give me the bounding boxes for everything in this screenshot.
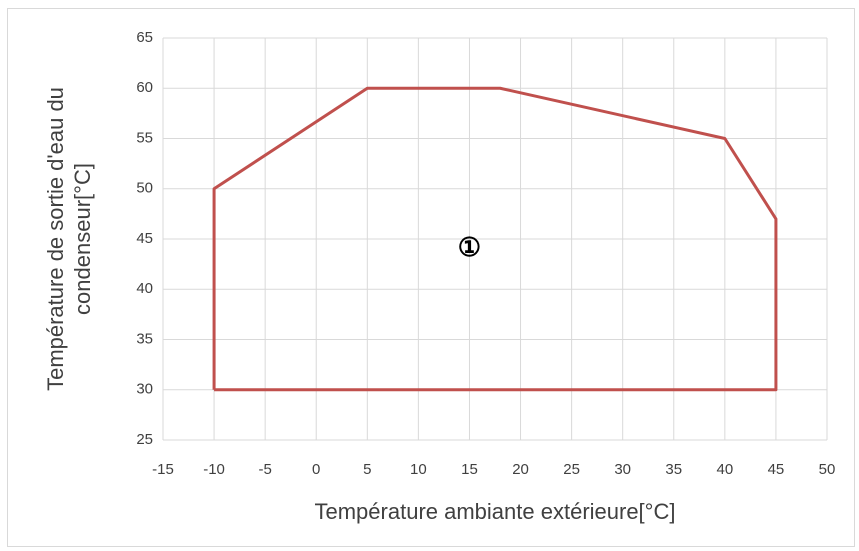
x-tick-label: 35: [665, 461, 682, 478]
y-tick-label: 65: [136, 29, 153, 46]
x-axis-label: Température ambiante extérieure[°C]: [315, 499, 676, 524]
x-tick-label: -10: [203, 461, 225, 478]
chart-border: [7, 8, 855, 547]
x-tick-label: 50: [819, 461, 836, 478]
y-axis-label-line: condenseur[°C]: [70, 163, 95, 315]
y-tick-label: 30: [136, 381, 153, 398]
x-tick-label: 25: [563, 461, 580, 478]
y-tick-label: 35: [136, 330, 153, 347]
x-tick-label: 40: [717, 461, 734, 478]
y-tick-label: 40: [136, 280, 153, 297]
x-tick-label: 10: [410, 461, 427, 478]
x-tick-label: -15: [152, 461, 174, 478]
x-tick-label: 15: [461, 461, 478, 478]
x-tick-label: 45: [768, 461, 785, 478]
y-axis-label-line: Température de sortie d'eau du: [43, 87, 68, 391]
x-tick-label: 20: [512, 461, 529, 478]
y-tick-label: 45: [136, 230, 153, 247]
y-tick-label: 25: [136, 431, 153, 448]
y-tick-label: 50: [136, 180, 153, 197]
annotation: ①: [458, 232, 481, 262]
y-tick-label: 60: [136, 79, 153, 96]
x-tick-label: 0: [312, 461, 320, 478]
x-tick-label: -5: [258, 461, 271, 478]
y-tick-label: 55: [136, 129, 153, 146]
data-line: [212, 86, 778, 392]
x-tick-label: 5: [363, 461, 371, 478]
x-tick-label: 30: [614, 461, 631, 478]
y-axis-label: Température de sortie d'eau du condenseu…: [43, 87, 95, 391]
